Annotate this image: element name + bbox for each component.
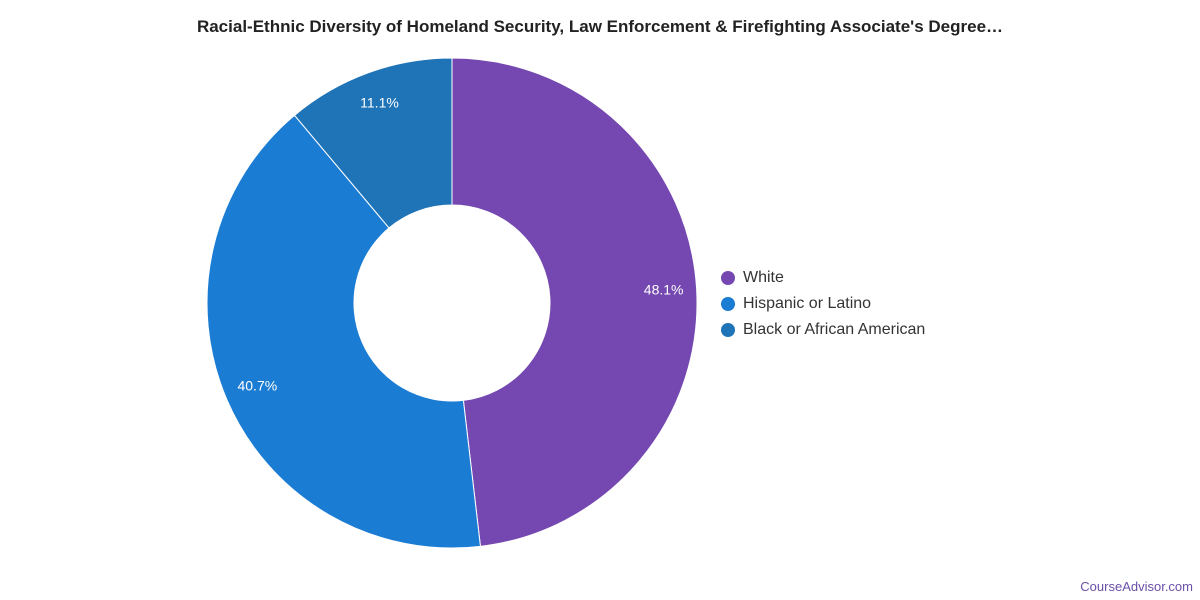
legend-swatch [721, 323, 735, 337]
legend: White Hispanic or Latino Black or African … [721, 265, 925, 343]
legend-item[interactable]: White [721, 265, 925, 291]
legend-swatch [721, 297, 735, 311]
slice-black-or-african-american[interactable] [293, 57, 453, 229]
legend-label: Hispanic or Latino [743, 295, 872, 312]
legend-label: White [743, 269, 784, 286]
slices-group [206, 57, 698, 549]
slice-white[interactable] [451, 57, 698, 547]
legend-item[interactable]: Black or African American [721, 317, 925, 343]
slice-value-label: 11.1% [360, 94, 399, 110]
slice-value-label: 40.7% [237, 378, 277, 394]
slice-value-label: 48.1% [644, 281, 684, 297]
chart-title: Racial-Ethnic Diversity of Homeland Secu… [196, 17, 1004, 36]
legend-item[interactable]: Hispanic or Latino [721, 291, 925, 317]
legend-label: Black or African American [743, 321, 926, 338]
slice-hispanic-or-latino[interactable] [206, 114, 481, 549]
watermark[interactable]: CourseAdvisor.com [1080, 579, 1193, 594]
legend-swatch [721, 271, 735, 285]
labels-group: 48.1% 40.7% 11.1% [237, 94, 683, 393]
